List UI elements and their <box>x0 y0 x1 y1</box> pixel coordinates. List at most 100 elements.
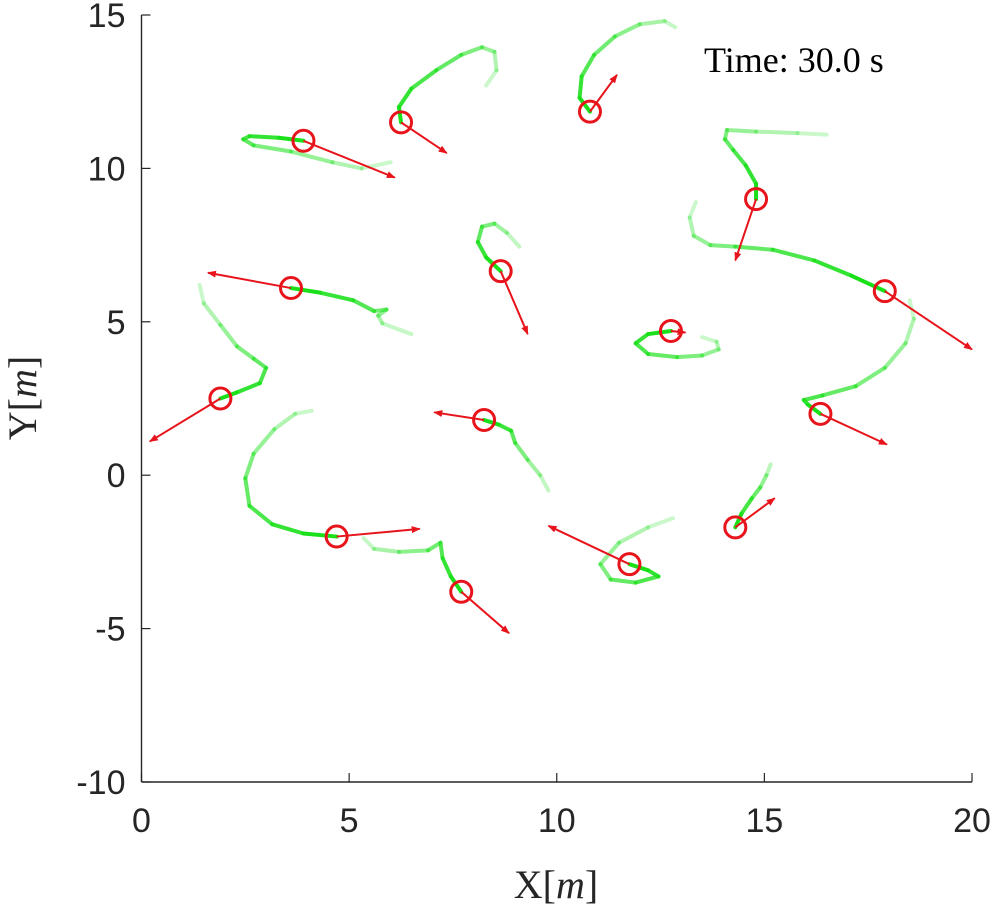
trail-segment <box>241 137 256 148</box>
trail-segment <box>251 427 277 456</box>
trail-segment <box>247 503 275 527</box>
trail-segment <box>662 19 678 30</box>
trail-segment <box>257 365 269 386</box>
trail-segment <box>496 422 514 433</box>
trail-segment <box>504 230 522 249</box>
velocity-arrow <box>206 270 292 290</box>
velocity-arrow <box>336 526 421 538</box>
trail-segment <box>754 129 800 136</box>
trail-segment <box>438 540 445 561</box>
trail-segment <box>426 540 443 553</box>
trail-segment <box>251 356 269 370</box>
trail-11 <box>288 286 414 337</box>
x-tick-label: 5 <box>340 802 359 840</box>
trail-9 <box>243 408 339 539</box>
trail-segment <box>577 74 584 100</box>
trail-segment <box>293 408 314 416</box>
trail-segment <box>764 462 773 478</box>
trail-segment <box>903 316 916 346</box>
trail-segment <box>691 233 713 248</box>
trail-segment <box>288 149 335 165</box>
trail-segment <box>396 86 414 110</box>
trail-segment <box>598 540 622 567</box>
trail-segment <box>633 341 651 357</box>
trail-segment <box>480 221 497 229</box>
velocity-arrow <box>148 397 221 443</box>
trail-segment <box>853 365 887 389</box>
trail-segment <box>538 473 551 493</box>
trail-segment <box>351 298 377 314</box>
agent-7 <box>547 524 642 577</box>
trail-segment <box>700 347 721 358</box>
trail-segment <box>687 200 698 220</box>
agent-4 <box>872 279 973 351</box>
agent-marker <box>208 386 233 411</box>
velocity-arrow <box>433 410 485 421</box>
trail-segment <box>434 52 464 73</box>
trail-segment <box>318 290 356 303</box>
trail-2 <box>577 19 678 114</box>
y-tick-label: -5 <box>95 611 125 649</box>
trail-segment <box>330 160 364 171</box>
agent-10 <box>148 386 233 443</box>
velocity-arrow <box>400 121 448 154</box>
trail-segment <box>739 496 754 516</box>
trail-segment <box>675 353 705 360</box>
y-ticks: -10 -5 0 5 10 15 <box>76 0 151 802</box>
agent-12 <box>488 259 529 335</box>
trail-segment <box>612 22 642 39</box>
y-tick-label: 10 <box>88 150 126 188</box>
trail-segment <box>272 411 298 432</box>
x-ticks: 0 5 10 15 20 <box>132 773 991 840</box>
trail-segment <box>235 344 256 361</box>
axes: 0 5 10 15 20 -10 -5 0 5 10 15 <box>76 0 991 840</box>
velocity-arrow <box>303 139 396 179</box>
velocity-arrow <box>670 328 687 336</box>
agent-2 <box>577 74 618 124</box>
trail-segment <box>243 451 256 481</box>
trail-8 <box>361 536 464 594</box>
y-tick-label: 15 <box>88 0 126 35</box>
trail-segment <box>758 473 769 490</box>
trail-segment <box>708 243 738 249</box>
trail-segment <box>459 45 485 57</box>
y-tick-label: -10 <box>76 764 125 802</box>
agent-marker <box>617 552 642 577</box>
trail-segment <box>288 286 323 295</box>
agent-marker <box>808 401 833 426</box>
trail-14 <box>482 417 551 493</box>
trail-segment <box>201 301 223 327</box>
trail-segment <box>492 221 509 235</box>
trails-layer <box>197 19 916 594</box>
trail-segment <box>475 224 485 245</box>
x-tick-label: 10 <box>538 802 576 840</box>
x-tick-label: 15 <box>745 802 783 840</box>
agent-marker <box>291 128 316 153</box>
trail-segment <box>882 341 908 370</box>
agent-marker <box>324 524 349 549</box>
trail-segment <box>475 240 489 260</box>
trail-segment <box>577 95 592 114</box>
agent-marker <box>658 319 683 344</box>
trail-segment <box>525 457 543 478</box>
trail-segment <box>700 335 719 344</box>
agent-marker <box>723 515 748 540</box>
trail-segment <box>480 45 497 54</box>
y-tick-label: 0 <box>107 457 126 495</box>
trail-segment <box>492 49 499 73</box>
trail-segment <box>409 68 439 91</box>
agent-marker <box>449 579 474 604</box>
trail-segment <box>276 135 306 143</box>
velocity-arrow <box>547 524 630 566</box>
trail-segment <box>301 531 339 539</box>
trail-segment <box>637 19 667 27</box>
trail-12 <box>475 221 522 274</box>
agent-8 <box>449 579 510 634</box>
trail-segment <box>372 307 389 314</box>
agent-14 <box>433 407 497 432</box>
trail-segment <box>617 525 651 545</box>
agent-1 <box>389 110 448 154</box>
trail-segment <box>376 313 385 326</box>
agents-layer <box>148 74 973 634</box>
